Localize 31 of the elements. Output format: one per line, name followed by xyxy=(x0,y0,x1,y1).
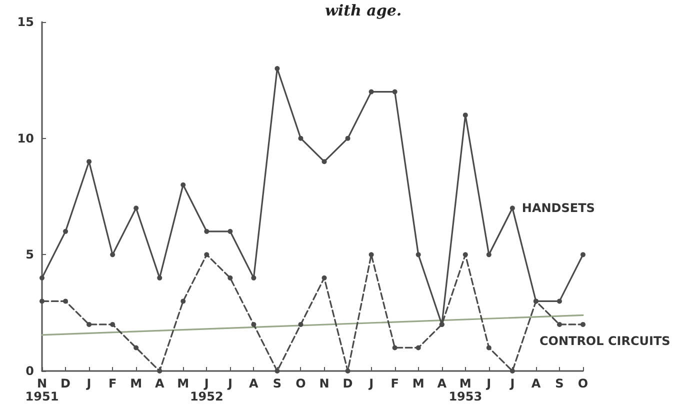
x-tick-label: J xyxy=(509,376,515,390)
y-tick-label: 0 xyxy=(26,364,34,378)
x-tick-label: N 1951 xyxy=(25,376,59,404)
series-label: CONTROL CIRCUITS xyxy=(539,334,670,348)
x-tick-label: F xyxy=(390,376,399,390)
x-tick-label: A xyxy=(249,376,260,390)
x-tick-label: M xyxy=(412,376,424,390)
x-tick-label: S xyxy=(555,376,564,390)
x-tick-label: N xyxy=(319,376,330,390)
x-tick-label: J xyxy=(486,376,492,390)
x-tick-label: O xyxy=(578,376,588,390)
x-tick-label: D xyxy=(60,376,71,390)
x-tick-label: M xyxy=(177,376,190,390)
x-tick-label: J xyxy=(368,376,374,390)
x-tick-label: F xyxy=(108,376,117,390)
x-tick-label: J xyxy=(226,376,232,390)
x-tick-label: O xyxy=(296,376,306,390)
x-tick-label: A xyxy=(437,376,448,390)
y-tick-label: 10 xyxy=(17,131,34,146)
x-tick-label: J 1952 xyxy=(190,376,224,404)
chart-title: with age. xyxy=(325,2,402,20)
x-tick-label: D xyxy=(342,376,353,390)
series-label: HANDSETS xyxy=(522,201,595,216)
x-tick-label: M 1953 xyxy=(448,376,482,404)
x-tick-label: M xyxy=(130,376,142,390)
x-tick-label: A xyxy=(531,376,542,390)
x-tick-label: S xyxy=(272,376,282,390)
x-tick-label: A xyxy=(154,376,165,390)
y-tick-label: 5 xyxy=(26,248,34,262)
y-tick-label: 15 xyxy=(17,15,34,29)
x-tick-label: J xyxy=(86,376,92,390)
